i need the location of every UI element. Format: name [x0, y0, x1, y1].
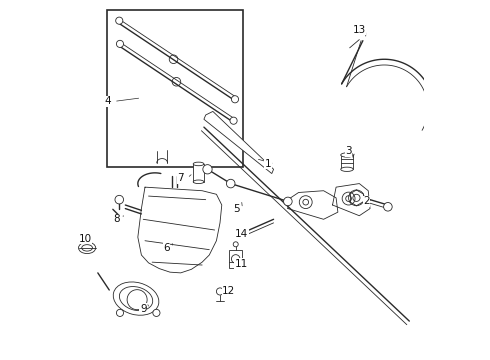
Ellipse shape [78, 242, 96, 253]
Bar [193, 164, 204, 182]
Circle shape [230, 117, 237, 124]
Circle shape [233, 242, 238, 247]
Polygon shape [204, 111, 273, 174]
Text: 3: 3 [345, 147, 352, 157]
Circle shape [117, 40, 123, 48]
Circle shape [117, 309, 123, 316]
Circle shape [116, 17, 123, 24]
Circle shape [231, 96, 239, 103]
Bar [229, 250, 243, 267]
Bar [341, 155, 353, 169]
Text: 11: 11 [235, 259, 248, 269]
Circle shape [217, 288, 223, 295]
Bar [107, 10, 243, 167]
Circle shape [127, 290, 147, 310]
Text: 12: 12 [222, 286, 236, 296]
Text: 6: 6 [163, 243, 170, 253]
Text: 14: 14 [235, 229, 248, 239]
Circle shape [231, 255, 240, 263]
Text: 4: 4 [104, 96, 111, 107]
Text: 7: 7 [177, 173, 184, 183]
Ellipse shape [193, 180, 204, 184]
Ellipse shape [193, 162, 204, 166]
Circle shape [226, 179, 235, 188]
Ellipse shape [120, 287, 153, 311]
Text: 13: 13 [353, 25, 366, 35]
Circle shape [242, 230, 248, 237]
Circle shape [284, 197, 292, 206]
Text: 8: 8 [113, 214, 120, 224]
Circle shape [384, 203, 392, 211]
Text: 2: 2 [363, 197, 370, 206]
Circle shape [115, 195, 123, 204]
Ellipse shape [113, 282, 159, 315]
Ellipse shape [82, 245, 93, 251]
Text: 10: 10 [78, 234, 92, 244]
Text: 1: 1 [265, 159, 271, 169]
Circle shape [299, 196, 312, 208]
Circle shape [203, 165, 212, 174]
Circle shape [153, 309, 160, 316]
Circle shape [342, 192, 355, 205]
Ellipse shape [341, 167, 353, 171]
Text: 5: 5 [233, 203, 240, 213]
Ellipse shape [341, 153, 353, 157]
Text: 9: 9 [140, 303, 147, 314]
